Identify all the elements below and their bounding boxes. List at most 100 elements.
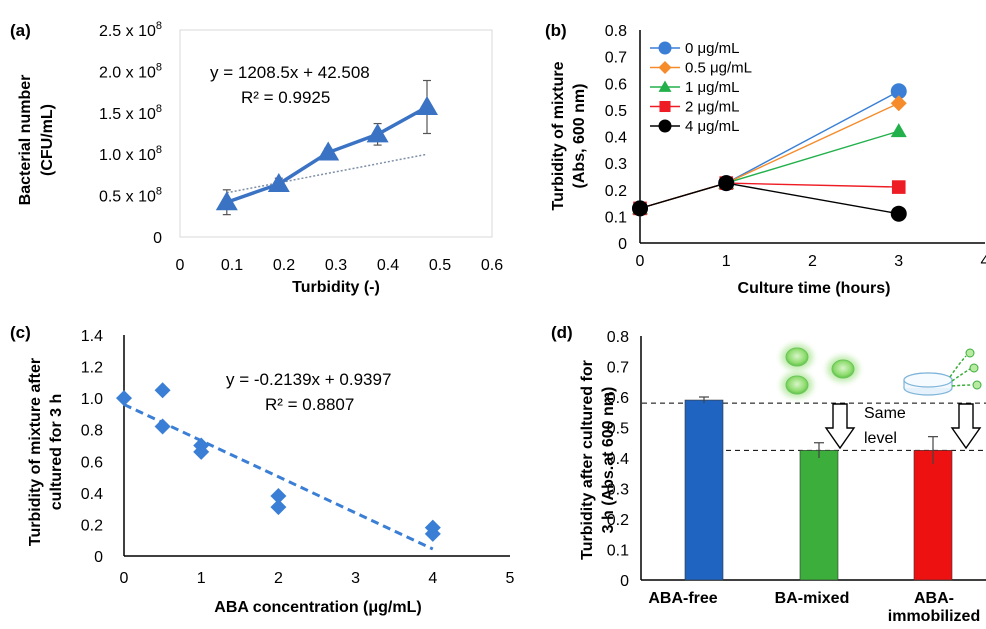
x-tick-label: 0.5: [429, 257, 451, 274]
panel-d-y-ticks: 0 0.1 0.2 0.3 0.4 0.5 0.6 0.7 0.8: [607, 329, 629, 590]
y-tick-label: 0.2: [81, 517, 103, 534]
y-tick-label: 0.6: [81, 454, 103, 471]
bar: [799, 450, 839, 581]
series-marker: [891, 180, 906, 194]
data-point: [424, 525, 441, 542]
data-point: [270, 499, 287, 516]
y-tick-label: 1.0: [81, 391, 103, 408]
panel-c-x-ticks: 0 1 2 3 4 5: [120, 570, 515, 587]
panel-c-y-axis-title-line1: Turbidity of mixture after: [27, 358, 44, 546]
legend-label: 2 μg/mL: [685, 99, 740, 116]
x-tick-label: 2: [274, 570, 283, 587]
panel-d-y-axis-title-line2: 3 h (Abs.at 600 nm): [600, 387, 617, 534]
panel-d-y-axis-title-line1: Turbidity after cultured for: [579, 360, 596, 560]
y-tick-label: 0: [153, 230, 162, 247]
panel-c: (c) 0 0.2 0.4 0.6 0.8 1.0 1.2 1.4 0 1 2 3 4 5 y = -0…: [10, 323, 515, 616]
panel-b: (b) 0 0.1 0.2 0.3 0.4 0.5 0.6 0.7 0.8 0 1 2 3 4 0 μg…: [545, 21, 986, 297]
y-tick-label: 0.4: [607, 451, 629, 468]
panel-c-equation: y = -0.2139x + 0.9397: [226, 370, 391, 389]
panel-b-x-ticks: 0 1 2 3 4: [636, 253, 986, 270]
series-marker: [658, 61, 672, 74]
panel-a-y-ticks: 0 0.5 x 108 1.0 x 108 1.5 x 108 2.0 x 108 2.5…: [99, 20, 162, 247]
x-tick-label: 0: [176, 257, 185, 274]
category-label-aba-free: ABA-free: [648, 590, 717, 607]
panel-c-r2: R² = 0.8807: [265, 395, 354, 414]
y-tick-label: 0.2: [605, 183, 627, 200]
series-marker: [890, 83, 907, 100]
y-tick-label: 0.5: [605, 103, 627, 120]
panel-c-y-axis-title-line2: cultured for 3 h: [48, 394, 65, 510]
y-tick-label: 0.7: [605, 50, 627, 67]
x-tick-label: 0.3: [325, 257, 347, 274]
series-marker: [890, 95, 907, 112]
series-marker: [659, 100, 671, 113]
panel-a-r2: R² = 0.9925: [241, 88, 330, 107]
y-tick-label: 0.8: [605, 23, 627, 40]
bar: [913, 450, 953, 581]
y-tick-label: 0.7: [607, 360, 629, 377]
panel-a-x-axis-title: Turbidity (-): [292, 279, 380, 296]
data-point: [366, 123, 389, 143]
series-marker: [632, 200, 648, 217]
data-point: [270, 488, 287, 505]
immobilized-carrier-icon: [903, 348, 982, 396]
x-tick-label: 4: [428, 570, 437, 587]
x-tick-label: 2: [808, 253, 817, 270]
y-tick-label: 0.6: [607, 390, 629, 407]
trendline: [123, 403, 434, 551]
y-tick-label: 0: [94, 549, 103, 566]
x-tick-label: 4: [981, 253, 986, 270]
legend-label: 4 μg/mL: [685, 118, 740, 135]
panel-b-legend: 0 μg/mL 0.5 μg/mL 1 μg/mL 2 μg/mL 4 μg/mL: [650, 40, 752, 135]
y-tick-label: 0.5: [607, 421, 629, 438]
down-arrow-icon: [950, 403, 982, 450]
panel-b-y-ticks: 0 0.1 0.2 0.3 0.4 0.5 0.6 0.7 0.8: [605, 23, 627, 253]
y-tick-label: 0.2: [607, 512, 629, 529]
series-marker: [658, 41, 672, 55]
bacteria-cluster-icon: [781, 344, 859, 398]
y-tick-label: 0.8: [607, 329, 629, 346]
same-level-annotation-line2: level: [864, 430, 897, 447]
panel-a: (a) 0 0.5 x 108 1.0 x 108 1.5 x 108 2.0 x 10…: [10, 20, 503, 296]
panel-b-label: (b): [545, 21, 567, 40]
panel-a-equation: y = 1208.5x + 42.508: [210, 63, 370, 82]
panel-d-plot-area: [642, 396, 986, 581]
series-marker: [890, 205, 907, 222]
category-label-aba-immobilized-line1: ABA-: [914, 590, 954, 607]
panel-a-label: (a): [10, 21, 31, 40]
y-tick-label: 0.1: [607, 543, 629, 560]
panel-b-y-axis-title-line2: (Abs, 600 nm): [571, 84, 588, 189]
data-point: [154, 418, 171, 435]
x-tick-label: 0.4: [377, 257, 399, 274]
panel-c-x-axis-title: ABA concentration (μg/mL): [214, 599, 421, 616]
series-line: [639, 182, 899, 210]
x-tick-label: 0.6: [481, 257, 503, 274]
x-tick-label: 0.2: [273, 257, 295, 274]
category-label-ba-mixed: BA-mixed: [775, 590, 850, 607]
x-tick-label: 3: [894, 253, 903, 270]
y-tick-label: 0: [618, 236, 627, 253]
y-tick-label: 1.5 x 108: [99, 103, 162, 123]
panel-a-plot-area: [215, 79, 438, 216]
y-tick-label: 0: [620, 573, 629, 590]
y-tick-label: 2.5 x 108: [99, 20, 162, 40]
x-tick-label: 0.1: [221, 257, 243, 274]
series-line: [639, 102, 900, 210]
x-tick-label: 1: [197, 570, 206, 587]
data-point: [193, 443, 210, 460]
bar: [684, 399, 724, 581]
panel-d: (d) 0 0.1 0.2 0.3 0.4 0.5 0.6 0.7 0.8: [551, 323, 986, 625]
y-tick-label: 1.4: [81, 328, 103, 345]
panel-b-x-axis-title: Culture time (hours): [738, 280, 891, 297]
trendline: [226, 153, 428, 194]
panel-a-plot-frame: [179, 29, 493, 238]
y-tick-label: 0.3: [607, 482, 629, 499]
legend-label: 0.5 μg/mL: [685, 60, 752, 77]
y-tick-label: 0.3: [605, 156, 627, 173]
category-label-aba-immobilized-line2: immobilized: [888, 608, 980, 624]
y-tick-label: 1.0 x 108: [99, 144, 162, 164]
y-tick-label: 0.5 x 108: [99, 186, 162, 206]
panel-c-plot-area: [116, 382, 441, 551]
